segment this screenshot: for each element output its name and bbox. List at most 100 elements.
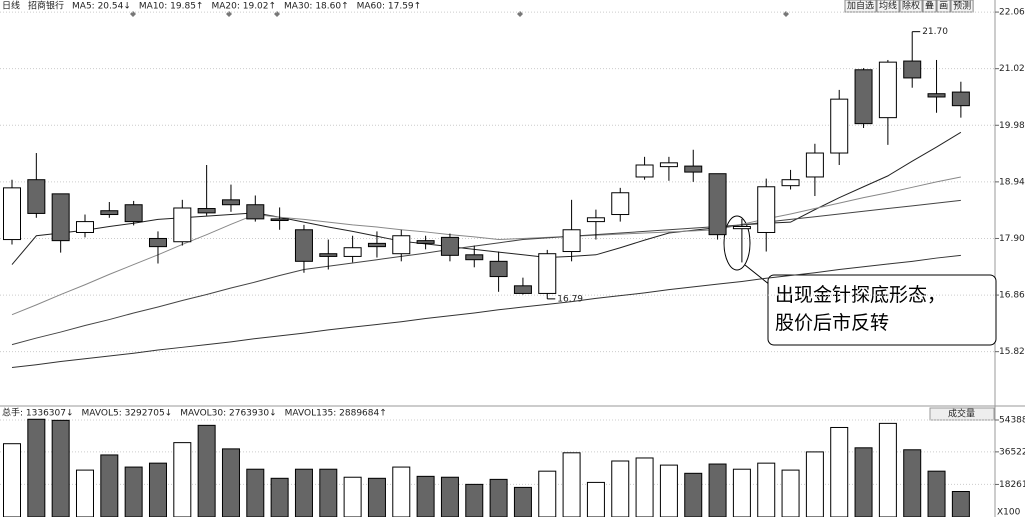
candle-body bbox=[173, 207, 192, 243]
header-label: MA5: 20.54↓ bbox=[72, 2, 131, 12]
volume-selector[interactable] bbox=[929, 407, 995, 421]
header-label: MA30: 18.60↑ bbox=[284, 2, 349, 12]
candle-body bbox=[684, 165, 703, 173]
volume-bar bbox=[684, 472, 703, 517]
volume-bar bbox=[659, 464, 678, 517]
toolbar-button-label[interactable]: 画 bbox=[939, 1, 948, 12]
toolbar-button[interactable]: 加自选 bbox=[844, 0, 877, 13]
candle-body bbox=[221, 199, 240, 206]
toolbar-button-bg bbox=[950, 0, 974, 13]
volume-bar bbox=[367, 477, 386, 517]
volume-bar bbox=[100, 454, 119, 517]
callout-box bbox=[767, 274, 997, 346]
volume-bar bbox=[903, 449, 922, 517]
volume-bar bbox=[805, 451, 824, 517]
vol-tick-label: 18261 bbox=[999, 480, 1025, 490]
callout-pointer bbox=[744, 264, 771, 286]
header-label: MA10: 19.85↑ bbox=[139, 2, 204, 12]
toolbar-button-bg bbox=[936, 0, 951, 13]
toolbar-button[interactable]: 除权 bbox=[899, 0, 923, 13]
highlight-ellipse bbox=[723, 215, 751, 271]
volume-bar bbox=[708, 463, 727, 517]
markers bbox=[130, 11, 789, 17]
candle-body bbox=[465, 254, 484, 261]
candle-body bbox=[489, 260, 508, 278]
y-tick-label: 15.82 bbox=[999, 347, 1025, 357]
volume-bar bbox=[951, 490, 970, 517]
volume-bar bbox=[270, 477, 289, 517]
volume-bar bbox=[489, 478, 508, 517]
ma-line bbox=[11, 199, 961, 346]
candle-body bbox=[3, 187, 21, 241]
candle-body bbox=[732, 225, 751, 230]
volume-bar bbox=[440, 476, 459, 517]
volume-bar bbox=[51, 419, 70, 517]
volume-bar bbox=[343, 476, 362, 517]
candle-body bbox=[805, 152, 824, 178]
candle-body bbox=[611, 192, 630, 216]
toolbar-button-label[interactable]: 均线 bbox=[879, 0, 897, 12]
candle-body bbox=[100, 210, 119, 216]
candle-body bbox=[659, 162, 678, 168]
candle-body bbox=[367, 242, 386, 248]
toolbar-button[interactable]: 叠 bbox=[922, 0, 937, 13]
candle-body bbox=[951, 91, 970, 107]
marker bbox=[274, 11, 280, 17]
ma-line bbox=[11, 131, 962, 265]
toolbar-button[interactable]: 画 bbox=[936, 0, 951, 13]
candle-body bbox=[392, 235, 411, 255]
volume-bar bbox=[221, 448, 240, 517]
callout-text: 股价后市反转 bbox=[775, 312, 889, 334]
header-label: MA60: 17.59↑ bbox=[357, 2, 422, 12]
volume-bar bbox=[416, 475, 435, 517]
volume-bar bbox=[173, 442, 192, 517]
y-tick-label: 21.02 bbox=[999, 64, 1025, 74]
volume-header-label: 总手: 1336307↓ bbox=[2, 407, 74, 419]
volume-header-label: MAVOL30: 2763930↓ bbox=[180, 409, 276, 419]
candle-body bbox=[148, 237, 167, 248]
candle-body bbox=[270, 218, 289, 222]
toolbar-button[interactable]: 均线 bbox=[876, 0, 900, 13]
candle-body bbox=[538, 253, 557, 294]
volume-bar bbox=[732, 468, 751, 517]
volume-bar bbox=[465, 483, 484, 517]
toolbar-button-label[interactable]: 加自选 bbox=[847, 0, 874, 12]
volume-bar bbox=[75, 469, 94, 517]
vol-tick-label: 54388 bbox=[999, 416, 1025, 426]
y-tick-label: 19.98 bbox=[999, 121, 1025, 131]
y-tick-label: 17.90 bbox=[999, 234, 1025, 244]
candle-body bbox=[294, 229, 313, 262]
volume-bar bbox=[513, 486, 532, 517]
toolbar-button-label[interactable]: 除权 bbox=[902, 0, 920, 12]
candle-body bbox=[124, 204, 143, 223]
candle-body bbox=[757, 186, 776, 233]
candle-body bbox=[586, 217, 605, 223]
marker bbox=[517, 11, 523, 17]
candle-body bbox=[635, 164, 654, 178]
toolbar-button-label[interactable]: 叠 bbox=[925, 1, 934, 12]
volume-bar bbox=[757, 462, 776, 517]
volume-bar bbox=[197, 424, 216, 517]
vol-tick-label: 36522 bbox=[999, 447, 1025, 457]
volume-bar bbox=[246, 468, 265, 517]
candle-body bbox=[708, 173, 727, 236]
candle-body bbox=[903, 60, 922, 79]
volume-bar bbox=[392, 466, 411, 517]
y-tick-label: 22.06 bbox=[999, 8, 1025, 18]
volume-bar bbox=[27, 418, 46, 517]
toolbar-button[interactable]: 预测 bbox=[950, 0, 974, 13]
volume-selector-label[interactable]: 成交量 bbox=[948, 408, 975, 420]
candle-body bbox=[343, 247, 362, 257]
volume-bar bbox=[3, 443, 21, 517]
y-tick-label: 16.86 bbox=[999, 291, 1025, 301]
toolbar-button-bg bbox=[899, 0, 923, 13]
high-label: 21.70 bbox=[922, 27, 948, 37]
volume-bar bbox=[538, 470, 557, 517]
toolbar-button-label[interactable]: 预测 bbox=[953, 1, 971, 12]
volume-bar bbox=[586, 481, 605, 517]
candle-body bbox=[562, 229, 581, 253]
candle-body bbox=[781, 179, 800, 187]
candle-body bbox=[197, 208, 216, 214]
